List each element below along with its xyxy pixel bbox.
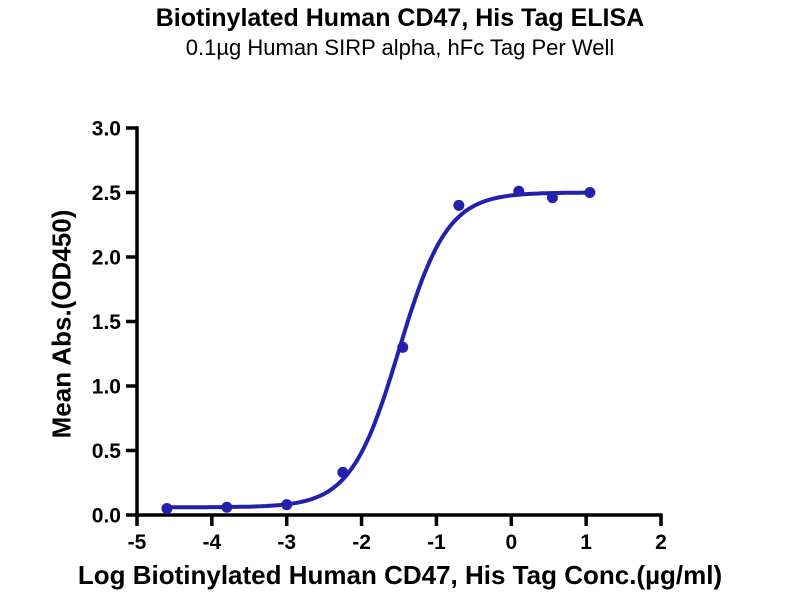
- data-point: [453, 199, 465, 211]
- y-tick-label: 1.5: [92, 311, 122, 334]
- x-tick-label: 0: [505, 531, 517, 554]
- y-tick-label: 0.5: [92, 440, 122, 463]
- x-tick-label: -2: [352, 531, 371, 554]
- chart-subtitle: 0.1µg Human SIRP alpha, hFc Tag Per Well: [185, 35, 615, 60]
- chart-title: Biotinylated Human CD47, His Tag ELISA: [155, 4, 645, 32]
- x-tick-label: 1: [580, 531, 592, 554]
- data-point: [397, 341, 409, 353]
- x-tick-label: -5: [128, 531, 147, 554]
- x-axis-label: Log Biotinylated Human CD47, His Tag Con…: [77, 560, 723, 590]
- x-tick-label: 2: [655, 531, 667, 554]
- data-point: [584, 187, 596, 198]
- data-point: [546, 192, 558, 204]
- x-tick-label: -1: [427, 531, 446, 554]
- data-point: [513, 185, 525, 197]
- x-tick-label: -3: [277, 531, 296, 554]
- y-tick-label: 2.5: [92, 182, 122, 205]
- data-point: [221, 501, 233, 513]
- axis-lines: [135, 126, 663, 517]
- data-point: [337, 466, 349, 478]
- y-tick-label: 0.0: [92, 505, 121, 528]
- y-tick-label: 2.0: [92, 247, 121, 270]
- data-point: [281, 499, 293, 511]
- y-tick-label: 3.0: [92, 118, 121, 141]
- x-tick-label: -4: [203, 531, 222, 554]
- y-tick-label: 1.0: [92, 376, 121, 399]
- fit-curve: [164, 190, 592, 510]
- data-point: [161, 503, 173, 515]
